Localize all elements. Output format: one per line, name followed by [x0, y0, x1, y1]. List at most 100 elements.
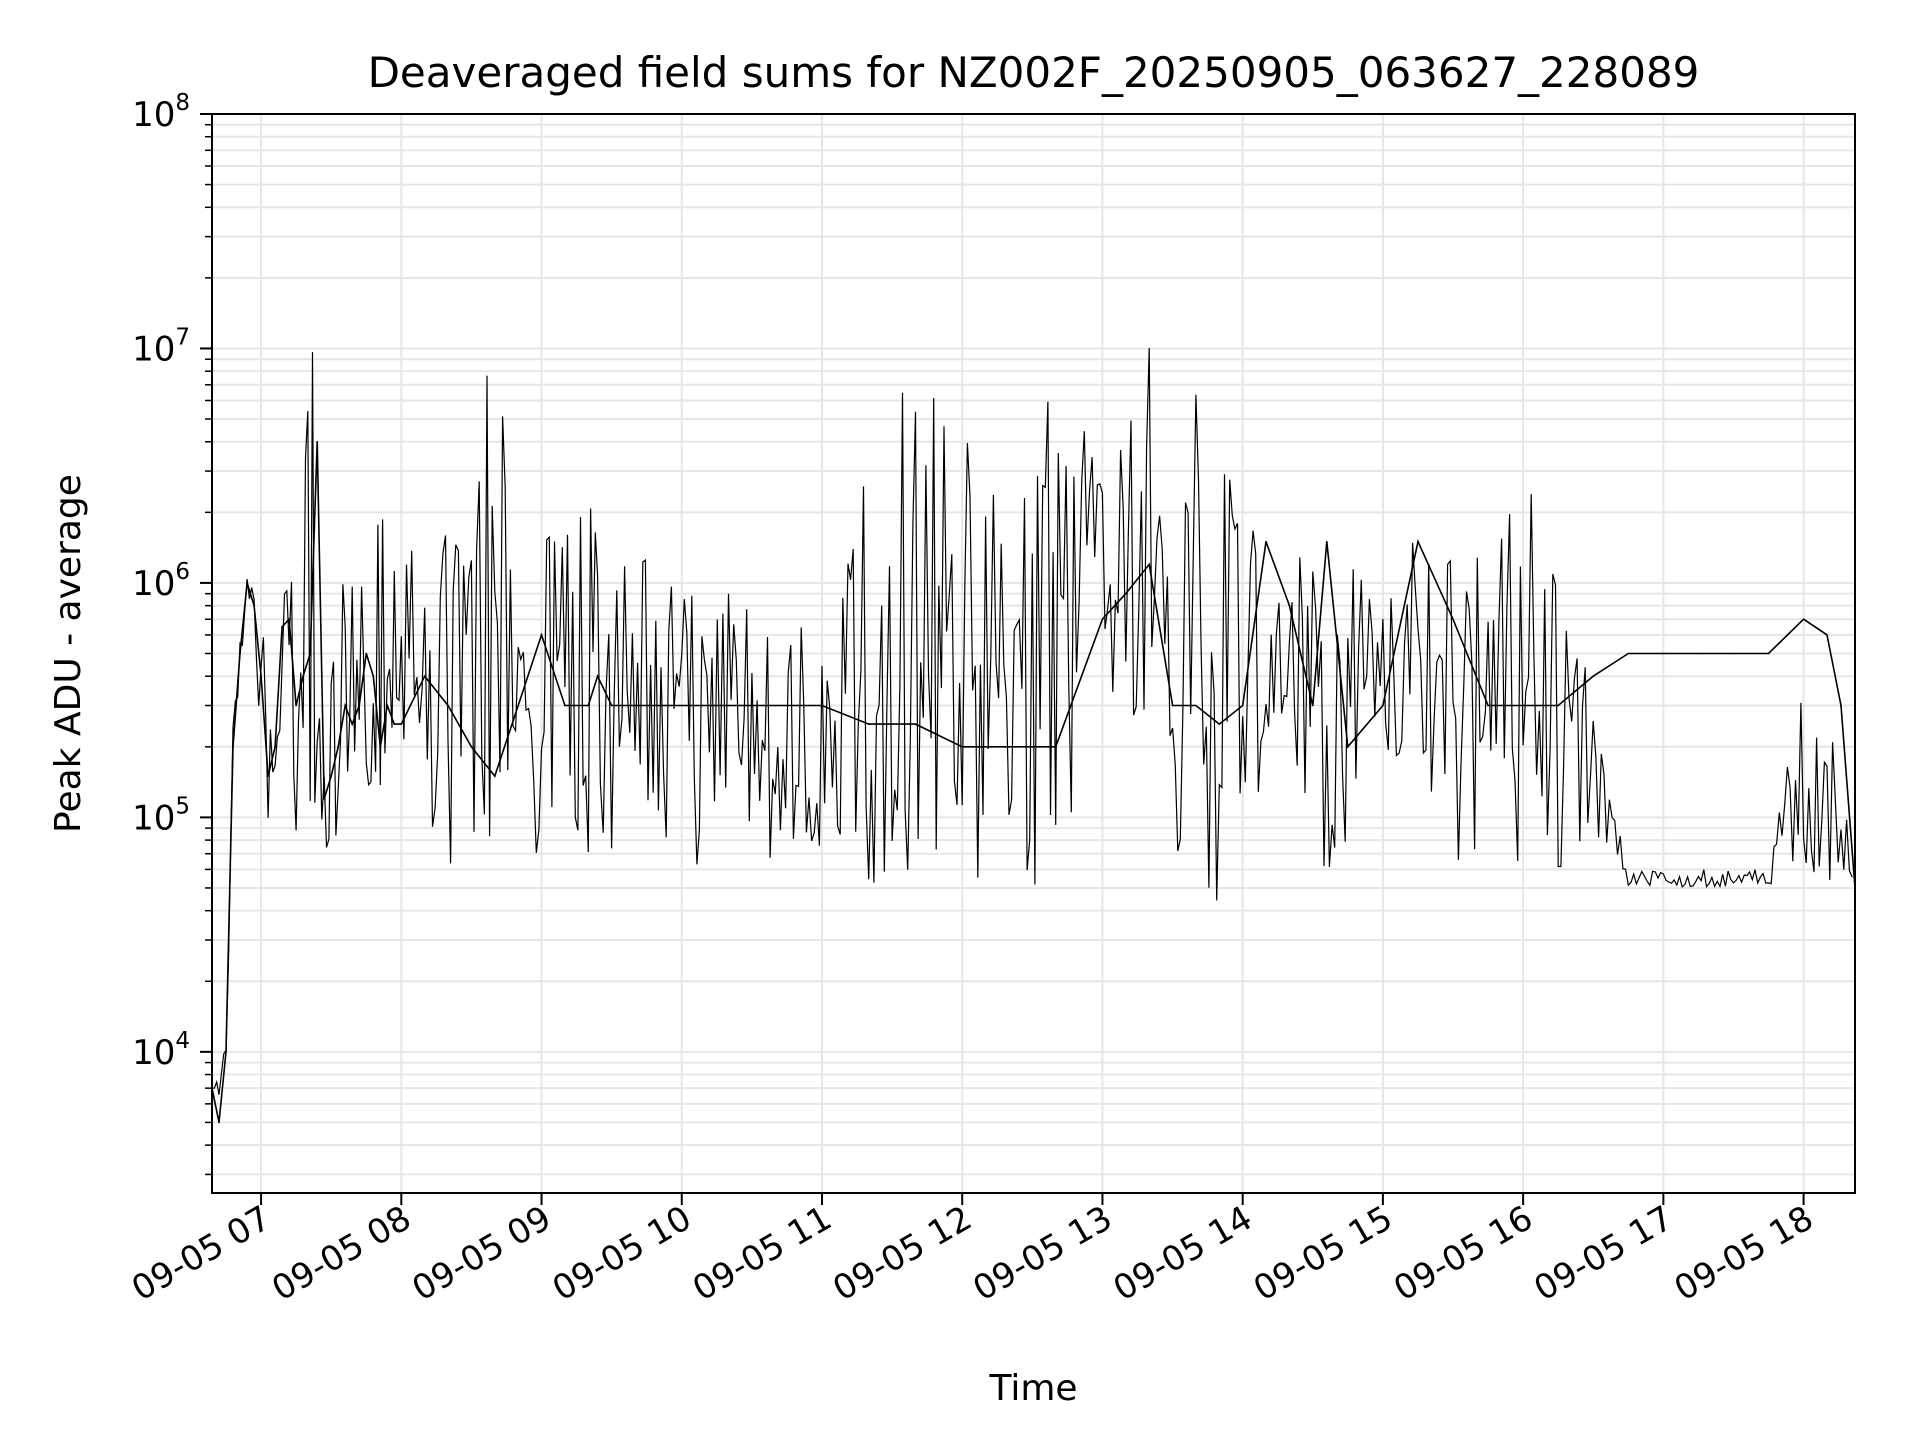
- data-point: [1148, 563, 1150, 566]
- y-tick-label: 107: [132, 324, 190, 369]
- data-point: [1627, 652, 1630, 655]
- data-point: [1697, 652, 1700, 655]
- data-point: [358, 704, 361, 707]
- data-point: [1487, 704, 1489, 707]
- data-point: [751, 704, 753, 707]
- series-line: [211, 441, 1856, 1123]
- data-point: [867, 723, 870, 725]
- data-point: [400, 723, 403, 725]
- data-point: [323, 798, 325, 800]
- y-tick-base: 10: [132, 1033, 175, 1073]
- data-point: [1326, 540, 1328, 543]
- y-tick-exponent: 4: [175, 1028, 190, 1054]
- data-point: [393, 723, 396, 725]
- data-point: [1826, 634, 1828, 636]
- data-point: [1767, 652, 1770, 655]
- data-point: [260, 675, 262, 678]
- data-point: [1382, 704, 1384, 707]
- data-point: [634, 704, 636, 707]
- series-envelope: [212, 347, 1853, 1095]
- data-point: [309, 652, 311, 655]
- data-point: [1101, 618, 1104, 621]
- y-tick-exponent: 6: [175, 559, 190, 585]
- series-layer: [211, 347, 1856, 1124]
- data-point: [1195, 704, 1197, 707]
- y-tick-label: 108: [132, 90, 190, 135]
- data-point: [1557, 704, 1559, 707]
- data-point: [914, 723, 917, 725]
- data-point: [225, 1051, 227, 1053]
- y-tick-label: 104: [132, 1028, 190, 1073]
- data-point: [267, 775, 269, 777]
- chart-title: Deaveraged field sums for NZ002F_2025090…: [368, 48, 1700, 97]
- data-point: [1802, 618, 1805, 621]
- data-point: [246, 582, 248, 584]
- y-tick-base: 10: [132, 329, 175, 369]
- y-tick-base: 10: [132, 95, 175, 135]
- data-point: [1522, 704, 1524, 707]
- data-point: [447, 704, 449, 707]
- data-point: [372, 675, 375, 678]
- data-point: [1311, 704, 1314, 707]
- data-point: [302, 675, 304, 678]
- y-tick-base: 10: [132, 564, 175, 604]
- data-point: [1840, 704, 1842, 707]
- data-point: [1288, 604, 1291, 607]
- data-point: [774, 704, 777, 707]
- data-point: [1265, 540, 1267, 543]
- data-point: [821, 704, 823, 707]
- data-point: [423, 675, 426, 678]
- data-point: [1662, 652, 1665, 655]
- data-point: [797, 704, 800, 707]
- data-point: [1054, 746, 1057, 748]
- data-point: [1417, 540, 1419, 543]
- y-tick-label: 106: [132, 559, 190, 604]
- data-point: [288, 618, 290, 621]
- data-point: [1171, 704, 1174, 707]
- data-point: [379, 746, 382, 748]
- y-tick-exponent: 7: [175, 324, 190, 350]
- y-tick-exponent: 5: [175, 793, 190, 819]
- data-point: [610, 704, 613, 707]
- data-point: [517, 704, 519, 707]
- data-point: [713, 704, 716, 707]
- data-point: [470, 746, 473, 748]
- data-point: [493, 775, 496, 777]
- data-point: [564, 704, 566, 707]
- data-point: [344, 704, 347, 707]
- data-point: [596, 675, 599, 678]
- data-point: [218, 1121, 220, 1124]
- data-point: [657, 704, 660, 707]
- data-point: [1452, 618, 1454, 621]
- data-point: [1218, 723, 1221, 725]
- data-point: [680, 704, 683, 707]
- data-point: [365, 652, 368, 655]
- data-point: [274, 746, 276, 748]
- y-tick-label: 105: [132, 793, 190, 838]
- data-point: [1008, 746, 1010, 748]
- data-point: [232, 746, 234, 748]
- data-point: [253, 604, 255, 607]
- data-point: [337, 746, 340, 748]
- data-point: [281, 625, 283, 628]
- x-axis-label: Time: [988, 1368, 1077, 1409]
- data-point: [386, 704, 389, 707]
- data-point: [961, 746, 964, 748]
- data-point: [540, 634, 543, 636]
- data-point: [295, 704, 297, 707]
- y-axis-label: Peak ADU - average: [48, 474, 89, 833]
- data-point: [1732, 652, 1735, 655]
- data-point: [727, 704, 730, 707]
- data-point: [587, 704, 590, 707]
- data-point: [1347, 746, 1349, 748]
- data-point: [239, 652, 241, 655]
- data-point: [316, 440, 318, 443]
- data-point: [330, 775, 332, 777]
- data-point: [351, 723, 354, 725]
- data-point: [1125, 592, 1127, 595]
- y-tick-exponent: 8: [175, 90, 190, 116]
- data-point: [1592, 675, 1595, 678]
- data-point: [1241, 704, 1244, 707]
